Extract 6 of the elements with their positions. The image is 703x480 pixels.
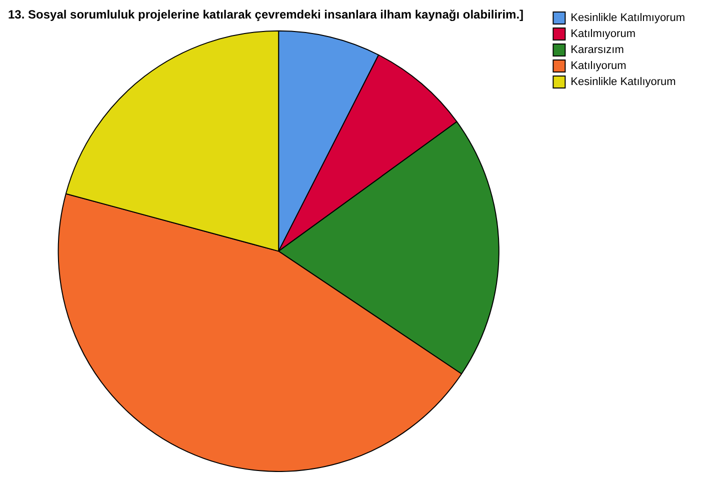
legend-label: Kesinlikle Katılıyorum [570,76,676,88]
legend-label: Kararsızım [570,44,624,56]
chart-title: 13. Sosyal sorumluluk projelerine katılarak çevremdeki insanlara ilham kaynağı olabilirim.] [8,8,524,22]
legend-label: Kesinlikle Katılmıyorum [570,12,686,24]
legend-label: Katılıyorum [570,60,626,72]
legend-label: Katılmıyorum [570,28,636,40]
